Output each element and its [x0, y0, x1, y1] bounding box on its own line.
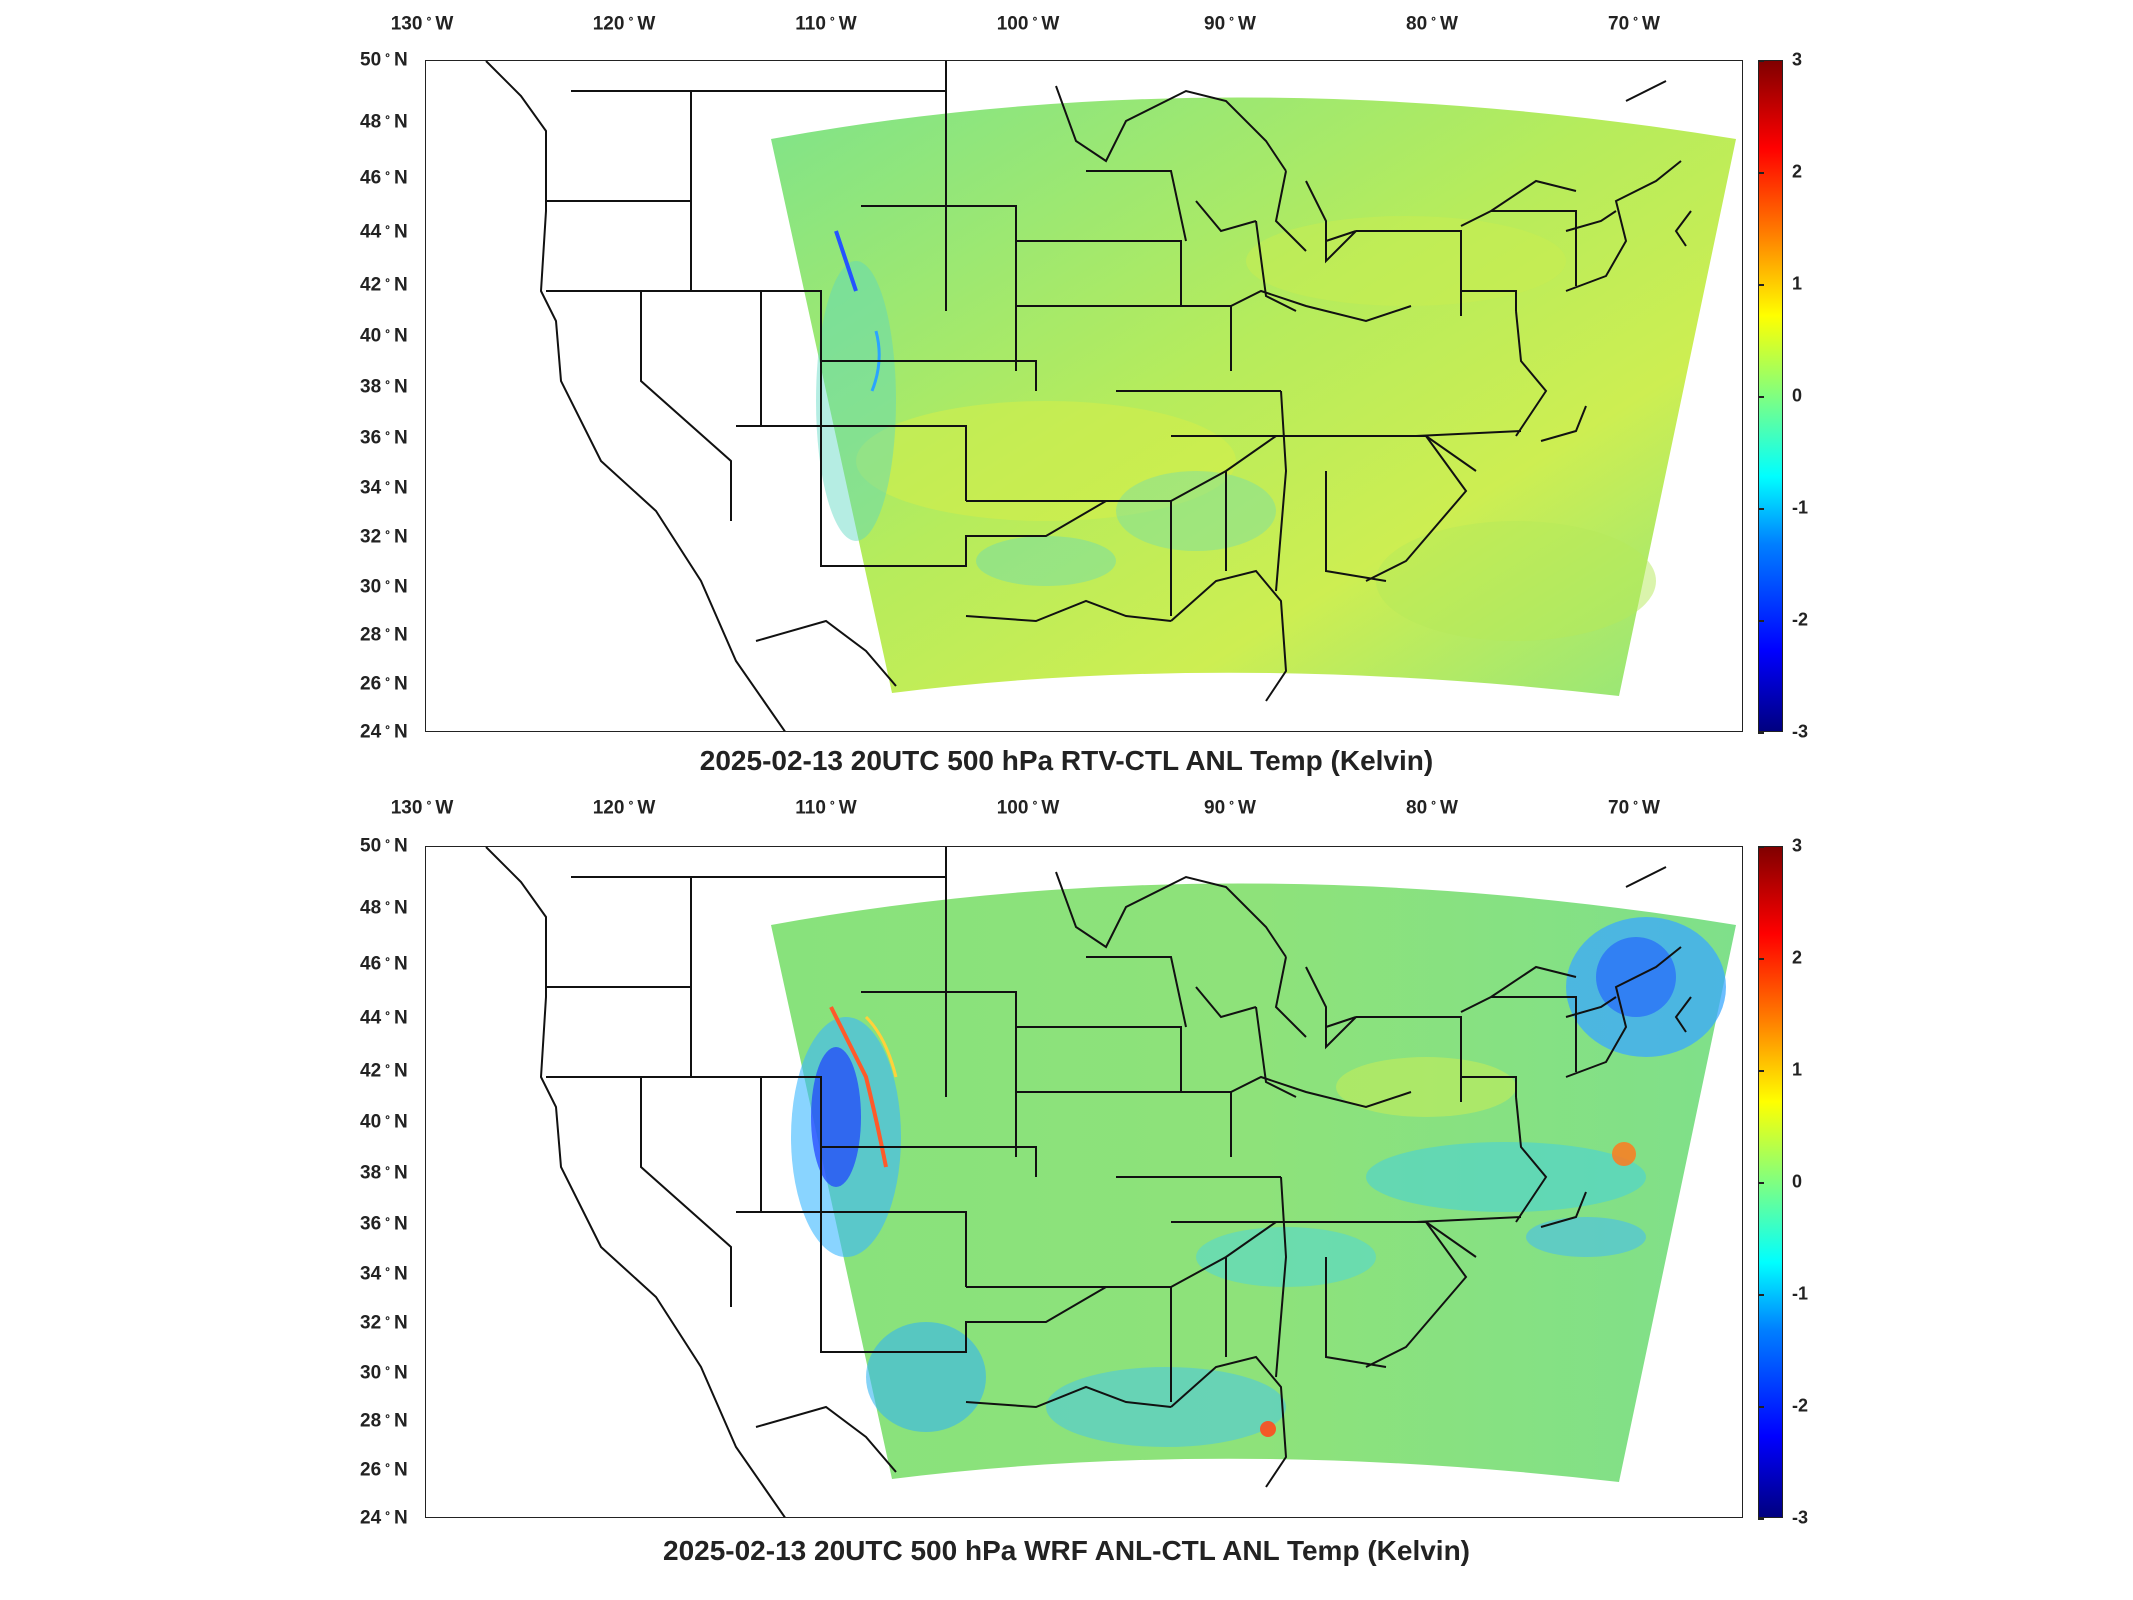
latitude-label: 24 ∘ N: [360, 721, 408, 743]
longitude-label: 90 ∘ W: [1204, 13, 1256, 35]
colorbar-tick-mark: [1758, 172, 1764, 174]
longitude-label: 90 ∘ W: [1204, 797, 1256, 819]
latitude-label: 36 ∘ N: [360, 1213, 408, 1235]
panel-title: 2025-02-13 20UTC 500 hPa RTV-CTL ANL Tem…: [699, 745, 1434, 776]
latitude-label: 50 ∘ N: [360, 49, 408, 71]
latitude-label: 44 ∘ N: [360, 1007, 408, 1029]
latitude-label: 40 ∘ N: [360, 1111, 408, 1133]
colorbar-tick-label: 1: [1792, 273, 1803, 294]
map-svg: [485, 61, 1736, 731]
latitude-label: 34 ∘ N: [360, 1263, 408, 1285]
map-area: [425, 60, 1743, 732]
colorbar-tick-label: 3: [1792, 835, 1803, 856]
longitude-label: 130 ∘ W: [390, 797, 454, 819]
colorbar-tick-label: -2: [1792, 1395, 1809, 1416]
latitude-label: 28 ∘ N: [360, 624, 408, 646]
colorbar-tick-label: -3: [1792, 1507, 1809, 1528]
colorbar-tick-label: 2: [1792, 161, 1803, 182]
longitude-label: 110 ∘ W: [795, 13, 857, 35]
colorbar-tick-mark: [1758, 620, 1764, 622]
panel-title: 2025-02-13 20UTC 500 hPa WRF ANL-CTL ANL…: [663, 1535, 1470, 1566]
map-svg: [485, 847, 1736, 1517]
latitude-label: 26 ∘ N: [360, 673, 408, 695]
latitude-label: 28 ∘ N: [360, 1410, 408, 1432]
longitude-label: 80 ∘ W: [1406, 13, 1458, 35]
latitude-label: 46 ∘ N: [360, 953, 408, 975]
latitude-label: 38 ∘ N: [360, 376, 408, 399]
latitude-label: 48 ∘ N: [360, 111, 408, 133]
latitude-label: 36 ∘ N: [360, 427, 408, 449]
latitude-label: 38 ∘ N: [360, 1162, 408, 1185]
colorbar-tick-mark: [1758, 1182, 1764, 1184]
longitude-label: 120 ∘ W: [592, 13, 656, 35]
longitude-label: 100 ∘ W: [996, 797, 1060, 819]
colorbar-tick-mark: [1758, 396, 1764, 398]
latitude-label: 30 ∘ N: [360, 575, 408, 598]
colorbar-tick-mark: [1758, 508, 1764, 510]
latitude-label: 42 ∘ N: [360, 273, 408, 296]
state-boundaries: [485, 847, 1692, 1517]
latitude-label: 50 ∘ N: [360, 835, 408, 857]
latitude-label: 32 ∘ N: [360, 1312, 408, 1335]
anomaly-features: [816, 216, 1656, 641]
colorbar-tick-label: 0: [1792, 385, 1803, 406]
colorbar-tick-label: -2: [1792, 609, 1809, 630]
map-panel-bottom: 2025-02-13 20UTC 500 hPa WRF ANL-CTL ANL…: [0, 790, 2133, 1600]
latitude-label: 48 ∘ N: [360, 897, 408, 919]
latitude-label: 34 ∘ N: [360, 477, 408, 499]
colorbar-tick-label: 2: [1792, 947, 1803, 968]
colorbar-tick-mark: [1758, 958, 1764, 960]
colorbar-tick-mark: [1758, 1070, 1764, 1072]
colorbar-tick-mark: [1758, 1518, 1764, 1520]
longitude-label: 70 ∘ W: [1608, 797, 1660, 819]
colorbar-tick-mark: [1758, 1406, 1764, 1408]
colorbar-tick-label: 3: [1792, 49, 1803, 70]
colorbar-tick-mark: [1758, 284, 1764, 286]
latitude-label: 26 ∘ N: [360, 1459, 408, 1481]
latitude-label: 32 ∘ N: [360, 526, 408, 549]
colorbar-tick-label: 0: [1792, 1171, 1803, 1192]
colorbar-tick-mark: [1758, 1294, 1764, 1296]
longitude-label: 120 ∘ W: [592, 797, 656, 819]
colorbar-tick-mark: [1758, 732, 1764, 734]
latitude-label: 40 ∘ N: [360, 325, 408, 347]
longitude-label: 80 ∘ W: [1406, 797, 1458, 819]
latitude-label: 44 ∘ N: [360, 221, 408, 243]
colorbar-tick-label: -3: [1792, 721, 1809, 742]
longitude-label: 70 ∘ W: [1608, 13, 1660, 35]
latitude-label: 24 ∘ N: [360, 1507, 408, 1529]
colorbar-tick-label: 1: [1792, 1059, 1803, 1080]
map-area: [425, 846, 1743, 1518]
longitude-label: 100 ∘ W: [996, 13, 1060, 35]
longitude-label: 130 ∘ W: [390, 13, 454, 35]
colorbar-tick-mark: [1758, 60, 1764, 62]
colorbar-tick-mark: [1758, 846, 1764, 848]
latitude-label: 30 ∘ N: [360, 1361, 408, 1384]
colorbar-tick-label: -1: [1792, 1283, 1809, 1304]
analysis-domain-field: [771, 883, 1736, 1482]
latitude-label: 46 ∘ N: [360, 167, 408, 189]
latitude-label: 42 ∘ N: [360, 1059, 408, 1082]
colorbar-tick-label: -1: [1792, 497, 1809, 518]
state-boundaries: [485, 61, 1692, 731]
longitude-label: 110 ∘ W: [795, 797, 857, 819]
map-panel-top: 2025-02-13 20UTC 500 hPa RTV-CTL ANL Tem…: [0, 0, 2133, 790]
